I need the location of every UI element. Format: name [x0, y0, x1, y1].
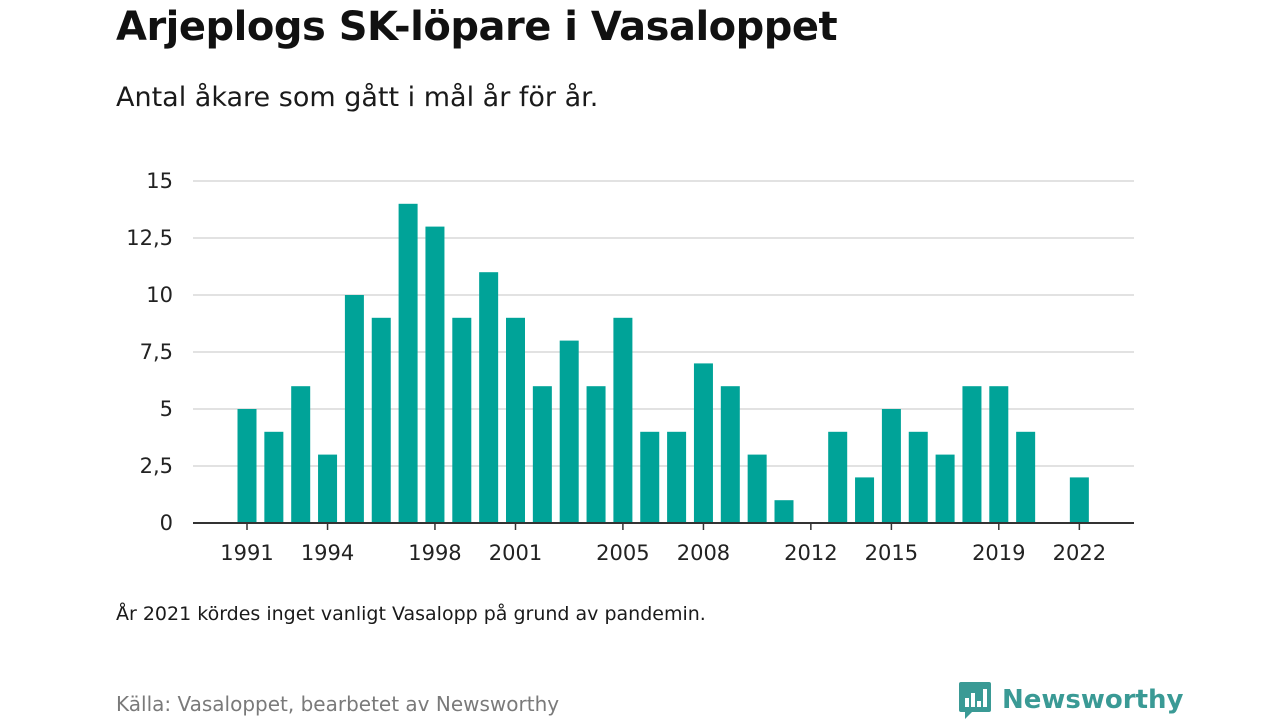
x-tick-label: 2001	[489, 541, 542, 565]
bar-2004	[586, 386, 606, 523]
bar-2010	[747, 454, 767, 523]
bar-2001	[506, 317, 525, 523]
bar-1994	[318, 454, 338, 523]
bar-1999	[452, 317, 472, 523]
bar-2013	[828, 431, 848, 523]
chart-note: År 2021 kördes inget vanligt Vasalopp på…	[116, 603, 706, 625]
x-tick-label: 2015	[865, 541, 918, 565]
bar-2019	[989, 386, 1009, 523]
bar-1998	[425, 226, 445, 523]
bar-2014	[855, 477, 875, 523]
bar-2006	[640, 431, 660, 523]
bar-1992	[264, 431, 284, 523]
x-tick-label: 1991	[220, 541, 273, 565]
brand-name: Newsworthy	[1002, 685, 1184, 715]
bar-2003	[559, 340, 579, 523]
bar-1991	[237, 409, 257, 523]
x-tick-label: 2008	[677, 541, 730, 565]
bar-2000	[479, 272, 499, 523]
bar-2022	[1069, 477, 1089, 523]
y-tick-label: 15	[146, 169, 173, 193]
bars	[237, 203, 1089, 524]
x-tick-label: 1998	[408, 541, 461, 565]
newsworthy-logo-icon	[959, 682, 991, 719]
bar-1997	[398, 203, 418, 524]
bar-2011	[774, 500, 794, 523]
chart-subtitle: Antal åkare som gått i mål år för år.	[116, 82, 599, 113]
x-tick-label: 2012	[784, 541, 837, 565]
bar-chart: 0 2,5 5 7,5 10 12,5 15 1991 1994 1998 2001 2005 2008…	[126, 169, 1134, 565]
bar-2018	[962, 386, 982, 523]
bar-1993	[291, 386, 311, 523]
bar-2007	[667, 431, 687, 523]
axes: 0 2,5 5 7,5 10 12,5 15 1991 1994 1998 2001 2005 2008…	[126, 169, 1134, 565]
bar-2005	[613, 317, 633, 523]
y-tick-label: 12,5	[126, 226, 173, 250]
bar-2017	[935, 454, 955, 523]
bar-2016	[908, 431, 928, 523]
x-tick-label: 2022	[1053, 541, 1106, 565]
chart-title: Arjeplogs SK-löpare i Vasaloppet	[116, 4, 838, 50]
y-tick-label: 2,5	[140, 454, 173, 478]
y-tick-label: 7,5	[140, 340, 173, 364]
y-tick-label: 0	[160, 511, 173, 535]
y-tick-label: 5	[160, 397, 173, 421]
bar-2015	[881, 409, 901, 523]
bar-2008	[693, 363, 713, 523]
y-tick-label: 10	[146, 283, 173, 307]
x-tick-label: 2019	[972, 541, 1025, 565]
bar-1995	[344, 295, 364, 523]
bar-2020	[1016, 431, 1036, 523]
bar-2009	[720, 386, 740, 523]
newsworthy-brand[interactable]: Newsworthy	[958, 680, 1183, 720]
bar-1996	[371, 317, 391, 523]
x-tick-label: 1994	[301, 541, 354, 565]
source-credit: Källa: Vasaloppet, bearbetet av Newswort…	[116, 692, 560, 716]
x-tick-label: 2005	[596, 541, 649, 565]
bar-2002	[532, 386, 552, 523]
